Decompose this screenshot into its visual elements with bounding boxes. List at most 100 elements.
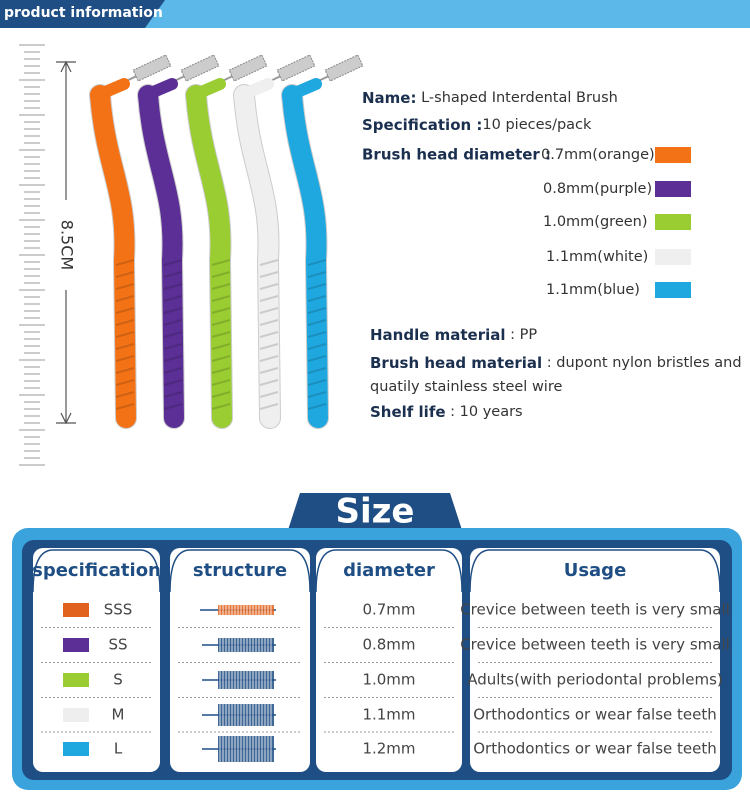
brush-ridge	[259, 355, 279, 362]
brush	[185, 54, 268, 429]
spec-swatch	[63, 708, 89, 722]
brush-ridge	[115, 367, 135, 374]
head-material-label: Brush head material	[370, 354, 542, 372]
brush-ridge	[211, 343, 231, 350]
brush-ridge	[211, 307, 231, 314]
brush-handle	[90, 85, 136, 428]
brush-ridge	[163, 343, 183, 350]
brush-ridge	[163, 295, 183, 302]
brush-handle	[282, 85, 328, 428]
usage-cell: Crevice between teeth is very small	[460, 601, 730, 619]
brush-bristles	[228, 54, 268, 82]
diameter-label: Brush head diameter :	[362, 146, 551, 164]
brush-ridge	[259, 319, 279, 326]
brush-ridge	[211, 271, 231, 278]
column-panel	[470, 548, 720, 772]
brush-neck	[138, 78, 178, 102]
column-header: specification	[32, 560, 161, 581]
brush-ridge	[211, 259, 231, 266]
brush	[233, 54, 316, 429]
brush-ridge	[259, 295, 279, 302]
head-material-value: : dupont nylon bristles and	[542, 355, 741, 371]
diameter-option: 1.1mm(white)	[546, 249, 648, 265]
usage-cell: Adults(with periodontal problems)	[467, 671, 723, 689]
shelf-line: Shelf life : 10 years	[370, 403, 523, 421]
brush-ridge	[211, 331, 231, 338]
diameter-option: 0.7mm(orange)	[541, 147, 655, 163]
color-swatch	[655, 214, 691, 230]
brush-ridge	[259, 367, 279, 374]
brush-ridge	[163, 391, 183, 398]
color-swatch	[655, 282, 691, 298]
column-panel	[33, 548, 160, 772]
brush-bristles	[180, 54, 220, 82]
brush-ridge	[211, 283, 231, 290]
diameter-options: 0.7mm(orange) 0.8mm(purple) 1.0mm(green) 1.…	[541, 147, 691, 298]
brush-ridge	[307, 379, 327, 386]
column-header-shape	[169, 549, 311, 593]
brush-ridge	[307, 391, 327, 398]
brush-ridge	[211, 355, 231, 362]
color-swatch	[655, 181, 691, 197]
head-material-value: quatily stainless steel wire	[370, 379, 562, 395]
name-value: L-shaped Interdental Brush	[416, 90, 617, 106]
brush-ridge	[163, 271, 183, 278]
brush-ridge	[115, 283, 135, 290]
banner-title: product information	[4, 5, 163, 21]
brush-ridge	[163, 319, 183, 326]
brush-ridge	[115, 295, 135, 302]
brush-ridge	[307, 307, 327, 314]
spec-swatch	[63, 603, 89, 617]
column-header-shape	[315, 549, 463, 593]
length-arrow	[56, 60, 76, 425]
brush-ridge	[307, 367, 327, 374]
brush-ridge	[307, 283, 327, 290]
column-header: structure	[193, 560, 287, 581]
brush-ridge	[307, 259, 327, 266]
brush-ridge	[115, 379, 135, 386]
handle-value: : PP	[506, 327, 538, 343]
brush-ridge	[163, 367, 183, 374]
brush-ridge	[163, 259, 183, 266]
usage-cell: Crevice between teeth is very small	[460, 636, 730, 654]
usage-cell: Orthodontics or wear false teeth	[473, 706, 717, 724]
brush-ridge	[115, 355, 135, 362]
brush-ridge	[163, 379, 183, 386]
brush-ridge	[163, 307, 183, 314]
brush-ridge	[163, 331, 183, 338]
color-swatch	[655, 147, 691, 163]
column-header-shape	[32, 549, 161, 593]
spec-swatch	[63, 673, 89, 687]
diameter-cell: 1.2mm	[362, 740, 415, 758]
brush-ridge	[307, 355, 327, 362]
banner-tab	[0, 0, 165, 28]
spec-swatch	[63, 742, 89, 756]
spec-code: M	[112, 706, 125, 724]
usage-cell: Orthodontics or wear false teeth	[473, 740, 717, 758]
brush-ridge	[163, 355, 183, 362]
shelf-label: Shelf life	[370, 403, 446, 421]
brush-handle	[138, 85, 184, 428]
spec-line: Specification :10 pieces/pack	[362, 116, 592, 134]
spec-label: Specification :	[362, 116, 482, 134]
brush-ridge	[115, 307, 135, 314]
brush-ridge	[211, 379, 231, 386]
diameter-cell: 1.1mm	[362, 706, 415, 724]
column-panel	[316, 548, 462, 772]
brush-ridge	[115, 403, 135, 410]
brush-ridge	[307, 403, 327, 410]
brush-ridge	[211, 319, 231, 326]
name-line: Name: L-shaped Interdental Brush	[362, 89, 618, 107]
spec-code: SS	[108, 636, 127, 654]
diameter-option: 1.0mm(green)	[543, 214, 648, 230]
column-header: Usage	[564, 560, 627, 581]
size-tab	[288, 493, 462, 530]
brush-bristles	[132, 54, 172, 82]
brush-bristles	[324, 54, 364, 82]
spec-value: 10 pieces/pack	[482, 117, 592, 133]
spec-code: S	[113, 671, 123, 689]
diameter-cell: 0.8mm	[362, 636, 415, 654]
brush-ridge	[163, 283, 183, 290]
